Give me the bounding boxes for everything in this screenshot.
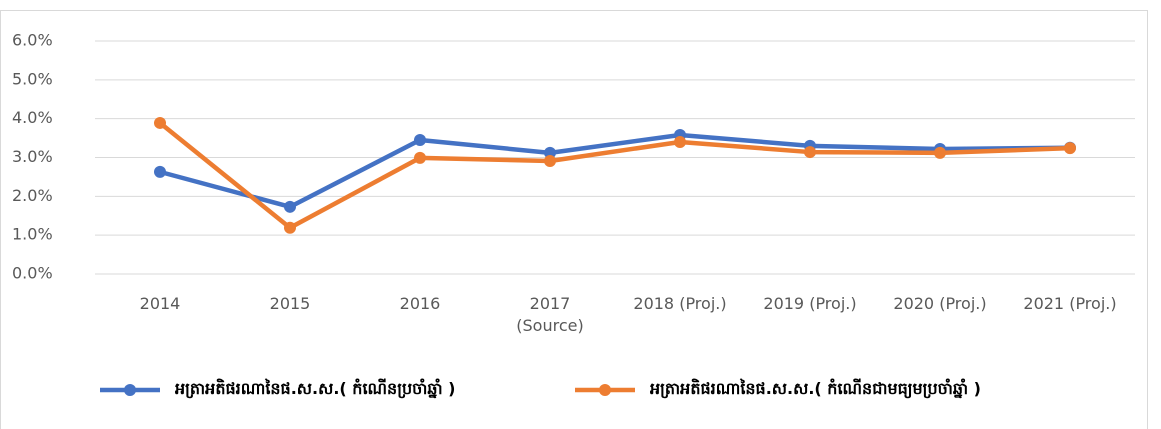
- legend-marker: [599, 384, 611, 396]
- data-point: [154, 165, 166, 178]
- y-tick-label: 6.0%: [12, 31, 53, 50]
- x-tick-label: 2016: [399, 294, 441, 313]
- data-point: [284, 200, 296, 213]
- x-tick-label: 2021 (Proj.): [1023, 294, 1117, 313]
- data-point: [154, 116, 166, 129]
- legend-label: អត្រាអតិផរណានៃផ.ស.ស.( កំណើនជាមធ្យមប្រចាំ…: [650, 379, 981, 398]
- data-point: [284, 221, 296, 234]
- legend-label: អត្រាអតិផរណានៃផ.ស.ស.( កំណើនប្រចាំឆ្នាំ ): [175, 379, 456, 398]
- y-tick-label: 2.0%: [12, 186, 53, 205]
- legend-marker: [124, 384, 136, 396]
- y-tick-label: 1.0%: [12, 225, 53, 244]
- chart-border: [0, 10, 1148, 429]
- series-line: [159, 132, 1071, 210]
- y-tick-label: 3.0%: [12, 147, 53, 166]
- y-tick-label: 5.0%: [12, 69, 53, 88]
- x-tick-label: 2017 (Source): [516, 294, 584, 335]
- y-tick-label: 0.0%: [12, 264, 53, 283]
- data-point: [804, 146, 816, 159]
- x-tick-label: 2018 (Proj.): [633, 294, 727, 313]
- data-point: [544, 154, 556, 167]
- series-line: [158, 121, 1071, 231]
- x-tick-label: 2015: [269, 294, 311, 313]
- y-tick-label: 4.0%: [12, 108, 53, 127]
- x-tick-label: 2020 (Proj.): [893, 294, 987, 313]
- x-tick-label: 2014: [139, 294, 181, 313]
- data-point: [934, 146, 946, 159]
- x-tick-label: 2019 (Proj.): [763, 294, 857, 313]
- data-point: [414, 134, 426, 147]
- data-point: [674, 135, 686, 148]
- data-point: [414, 151, 426, 164]
- data-point: [1064, 142, 1076, 155]
